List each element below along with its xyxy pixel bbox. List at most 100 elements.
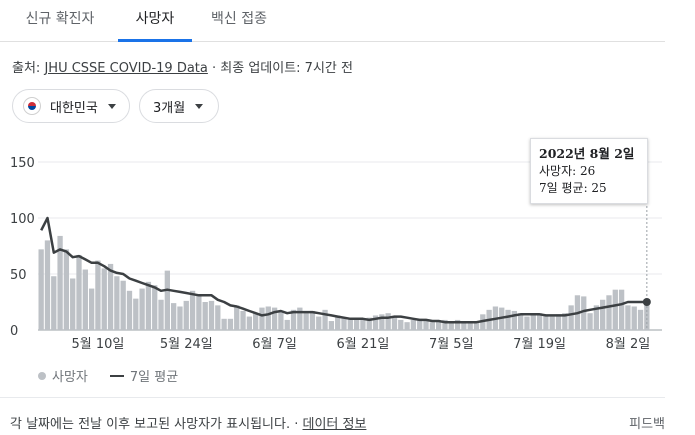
death-bar (417, 318, 423, 330)
dropdown-arrow-icon (107, 103, 116, 109)
death-bar (467, 322, 473, 330)
x-tick-label: 6월 21일 (336, 337, 389, 352)
x-tick-label: 7월 5일 (429, 337, 474, 352)
death-bar (101, 268, 107, 330)
death-bar (524, 316, 530, 330)
range-dropdown[interactable]: 3개월 (139, 89, 219, 123)
death-bar (562, 313, 568, 330)
death-bar (555, 314, 562, 330)
death-bar (505, 309, 511, 330)
death-bar (271, 307, 278, 330)
chart-tooltip: 2022년 8월 2일 사망자: 26 7일 평균: 25 (530, 138, 648, 204)
tooltip-deaths: 사망자: 26 (539, 164, 596, 178)
x-tick-label: 5월 24일 (160, 337, 213, 352)
death-bar (631, 306, 637, 330)
death-bar (379, 314, 385, 330)
legend-deaths: 사망자 (52, 370, 88, 385)
death-bar (95, 260, 101, 330)
death-bar (57, 235, 63, 330)
dropdown-arrow-icon (195, 103, 204, 109)
death-bar (177, 306, 183, 330)
death-bar (107, 263, 114, 330)
death-bar (335, 315, 341, 330)
death-bar (385, 313, 391, 330)
death-bar (139, 288, 145, 330)
death-bar (618, 289, 625, 330)
tooltip-average: 7일 평균: 25 (539, 181, 607, 195)
death-bar (568, 305, 574, 330)
death-bar (38, 249, 44, 330)
death-bar (246, 316, 253, 330)
death-bar (278, 310, 284, 330)
death-bar (530, 314, 536, 330)
death-bar (518, 313, 524, 330)
death-bar (612, 289, 618, 330)
death-bar (133, 298, 139, 330)
death-bar (435, 321, 442, 330)
source-link[interactable]: JHU CSSE COVID-19 Data (44, 61, 208, 76)
tab-new-cases[interactable]: 신규 확진자 (25, 11, 95, 27)
death-bar (316, 316, 322, 330)
death-bar (372, 315, 379, 330)
death-bar (423, 321, 429, 330)
last-updated: · 최종 업데이트: 7시간 전 (212, 61, 353, 76)
y-tick-label: 150 (10, 156, 35, 171)
death-bar (126, 290, 133, 330)
feedback-link[interactable]: 피드백 (629, 417, 665, 432)
death-bar (410, 319, 417, 330)
death-bar (164, 270, 170, 330)
x-tick-label: 6월 7일 (252, 337, 297, 352)
death-bar (208, 300, 215, 330)
korea-flag-icon (23, 97, 41, 115)
deaths-chart[interactable]: 0 50 100 150 5월 10일 5월 24일 6월 7일 6월 21일 7월 5일 7월… (0, 130, 665, 360)
death-bar (227, 318, 234, 330)
tab-vaccination[interactable]: 백신 접종 (211, 11, 267, 27)
data-info-link[interactable]: 데이터 정보 (302, 417, 367, 432)
death-bar (404, 322, 410, 330)
death-bar (606, 295, 612, 330)
death-bar (284, 319, 290, 330)
region-label: 대한민국 (50, 100, 98, 116)
divider (0, 397, 665, 398)
line-legend-marker (109, 374, 124, 377)
death-bar (234, 305, 240, 330)
death-bar (158, 299, 164, 330)
legend-average: 7일 평균 (129, 370, 179, 385)
death-bar (543, 315, 549, 330)
footer-note: 각 날짜에는 전날 이후 보고된 사망자가 표시됩니다. · 데이터 정보 (10, 413, 366, 432)
death-bar (309, 310, 316, 330)
chart-legend: 사망자 7일 평균 (38, 366, 178, 385)
death-bar (353, 318, 360, 330)
death-bar (51, 276, 57, 330)
x-tick-label: 5월 10일 (72, 337, 125, 352)
death-bar (221, 318, 227, 330)
death-bar (76, 254, 82, 330)
death-bar (215, 305, 221, 330)
bar-legend-marker (38, 371, 46, 380)
death-bar (360, 319, 366, 330)
y-tick-label: 0 (10, 324, 18, 339)
death-bar (82, 269, 88, 330)
death-bar (145, 281, 152, 330)
death-bar (196, 294, 202, 330)
death-bar (581, 296, 587, 330)
death-bar (63, 249, 70, 330)
source-line: 출처: JHU CSSE COVID-19 Data · 최종 업데이트: 7시… (12, 57, 353, 76)
death-bar (297, 307, 303, 330)
death-bar (391, 316, 398, 330)
death-bar (429, 322, 435, 330)
death-bar (366, 317, 372, 330)
death-bar (347, 317, 353, 330)
death-bar (637, 309, 644, 330)
death-bar (152, 285, 158, 330)
seven-day-average-line (40, 216, 647, 324)
tab-deaths[interactable]: 사망자 (118, 0, 192, 42)
death-bar (398, 319, 404, 330)
death-bar (303, 312, 309, 330)
region-dropdown[interactable]: 대한민국 (12, 89, 130, 123)
death-bar (454, 319, 461, 330)
range-label: 3개월 (153, 100, 186, 116)
death-bar (44, 240, 51, 330)
source-prefix: 출처: (12, 61, 41, 76)
y-tick-label: 100 (10, 212, 35, 227)
